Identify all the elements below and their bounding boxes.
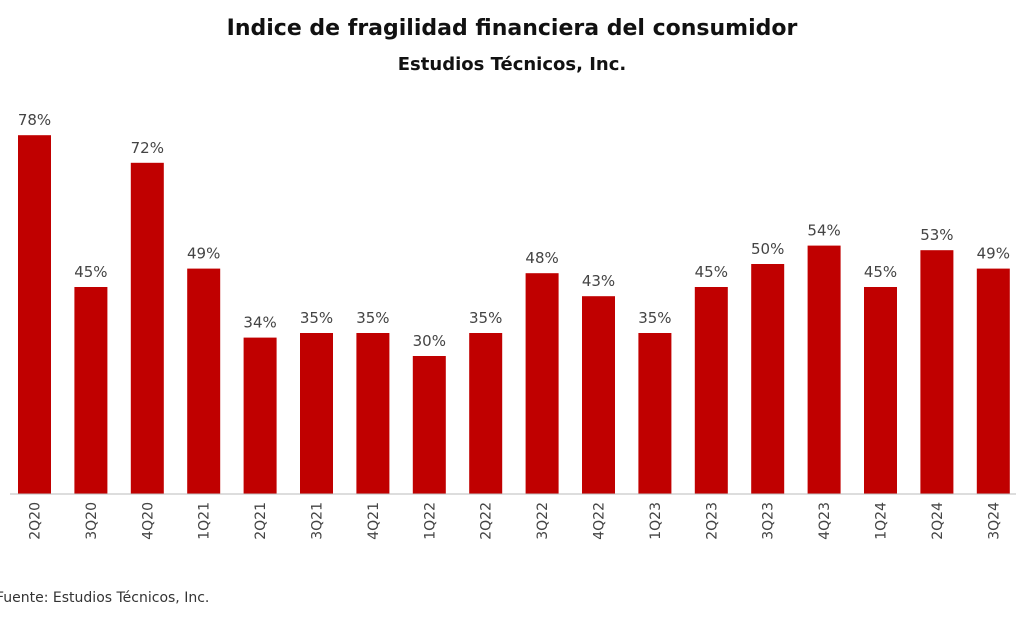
bar xyxy=(74,287,108,494)
data-label: 35% xyxy=(638,309,671,327)
bar xyxy=(920,250,954,494)
data-label: 78% xyxy=(18,111,51,129)
data-label: 35% xyxy=(356,309,389,327)
bar xyxy=(864,287,897,494)
data-label: 50% xyxy=(751,240,784,258)
data-label: 34% xyxy=(243,314,276,332)
data-label: 72% xyxy=(131,139,164,157)
bar xyxy=(412,356,446,494)
x-tick-label: 2Q24 xyxy=(930,502,946,540)
data-label: 49% xyxy=(187,245,220,263)
bar xyxy=(694,287,728,494)
bar xyxy=(356,333,390,494)
bar xyxy=(130,162,164,495)
data-label: 48% xyxy=(525,249,558,267)
x-tick-label: 4Q22 xyxy=(592,502,608,540)
bar xyxy=(469,333,503,494)
data-label: 45% xyxy=(864,263,897,281)
x-tick-label: 2Q21 xyxy=(253,502,269,540)
x-tick-label: 2Q22 xyxy=(479,502,495,540)
x-tick-label: 2Q23 xyxy=(704,502,720,540)
bar xyxy=(525,273,559,494)
x-tick-label: 4Q21 xyxy=(366,502,382,540)
data-label: 30% xyxy=(413,332,446,350)
bar xyxy=(751,264,785,494)
source-note: Fuente: Estudios Técnicos, Inc. xyxy=(0,590,210,606)
bar xyxy=(243,337,277,494)
bar xyxy=(18,135,51,494)
x-tick-label: 3Q24 xyxy=(986,502,1002,540)
chart-subtitle: Estudios Técnicos, Inc. xyxy=(397,54,627,75)
data-label: 53% xyxy=(920,226,953,244)
x-tick-label: 3Q21 xyxy=(310,502,326,540)
x-tick-label: 4Q23 xyxy=(817,502,833,540)
data-label: 45% xyxy=(695,263,728,281)
bar xyxy=(187,268,221,494)
x-tick-label: 4Q20 xyxy=(140,502,156,540)
x-tick-label: 1Q23 xyxy=(648,502,664,540)
bar xyxy=(300,333,333,494)
data-label: 49% xyxy=(977,245,1010,263)
data-label: 45% xyxy=(74,263,107,281)
x-tick-label: 2Q20 xyxy=(28,502,44,540)
data-label: 35% xyxy=(469,309,502,327)
data-label: 43% xyxy=(582,272,615,290)
chart-title: Indice de fragilidad financiera del cons… xyxy=(226,16,798,41)
x-tick-label: 1Q22 xyxy=(422,502,438,540)
bar xyxy=(638,333,672,494)
x-tick-label: 3Q22 xyxy=(535,502,551,540)
bar xyxy=(976,268,1010,494)
bar xyxy=(807,245,841,494)
x-tick-label: 1Q21 xyxy=(197,502,213,540)
x-tick-label: 3Q20 xyxy=(84,502,100,540)
bar xyxy=(582,296,615,494)
x-tick-label: 1Q24 xyxy=(874,502,890,540)
x-tick-label: 3Q23 xyxy=(761,502,777,540)
data-label: 35% xyxy=(300,309,333,327)
data-label: 54% xyxy=(807,222,840,240)
